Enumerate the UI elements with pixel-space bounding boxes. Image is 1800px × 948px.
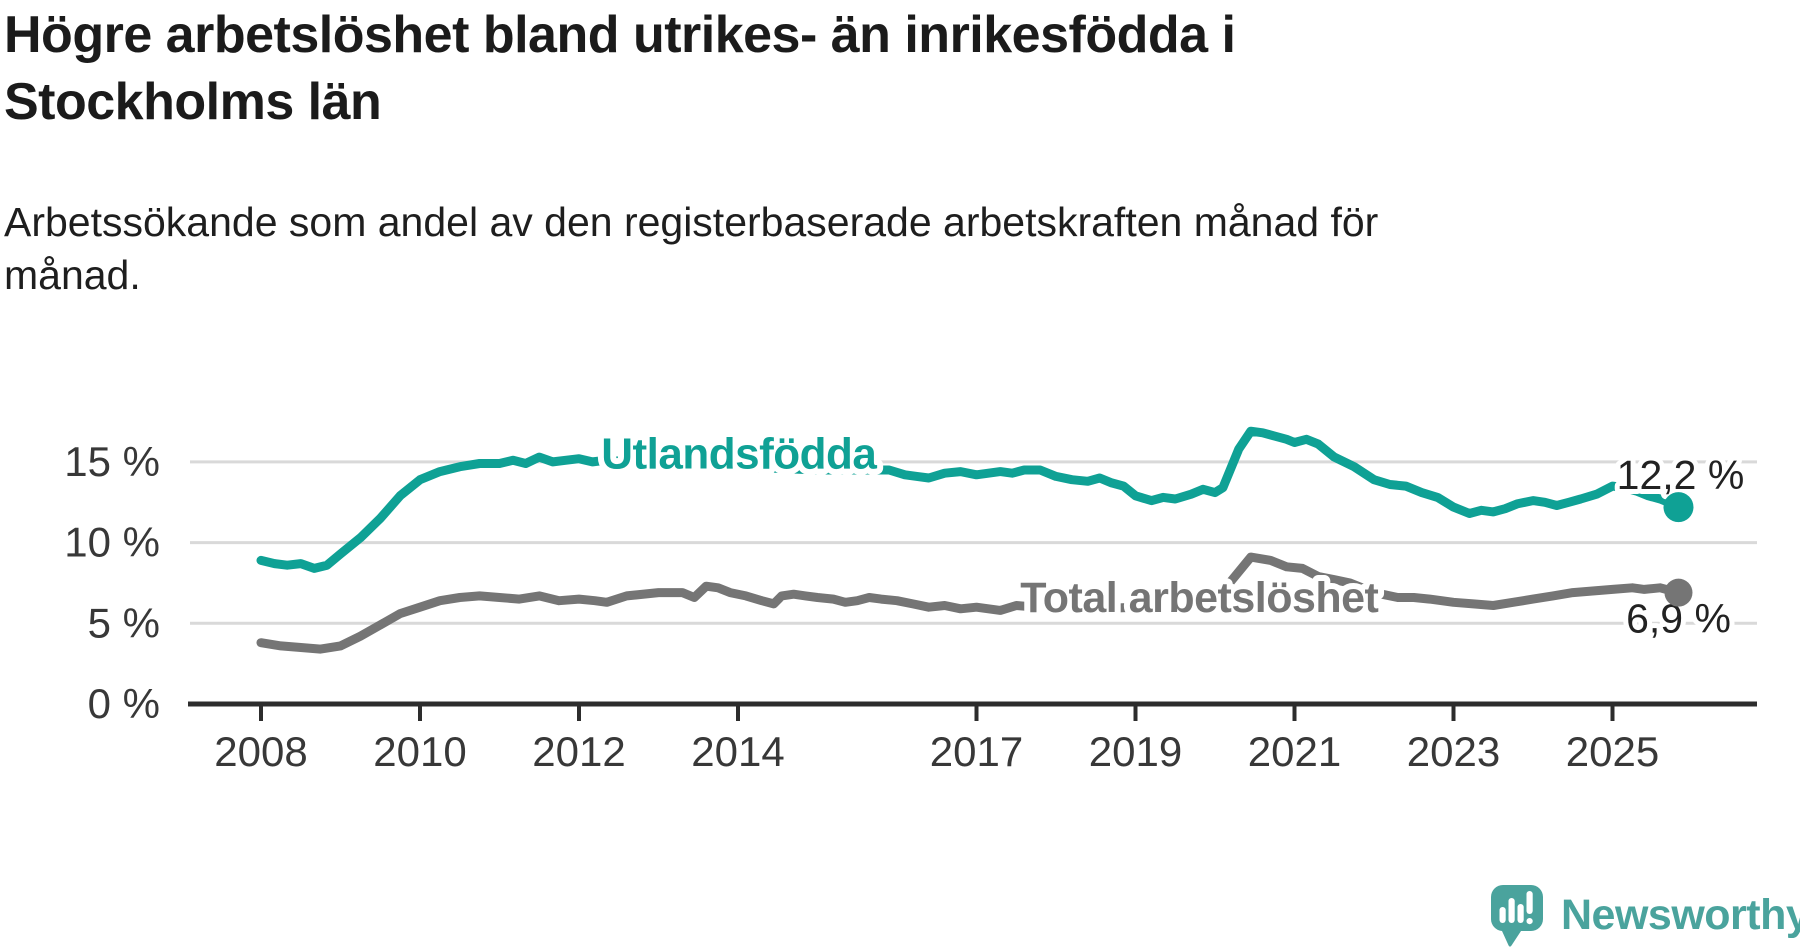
x-tick-label-2019: 2019 bbox=[1089, 728, 1182, 775]
speech-bubble-shape bbox=[1491, 885, 1543, 947]
x-tick-label-2017: 2017 bbox=[930, 728, 1023, 775]
bar-2 bbox=[1508, 898, 1515, 923]
exclamation-bar bbox=[1526, 891, 1533, 914]
y-tick-label-10: 10 % bbox=[64, 519, 160, 566]
exclamation-dot bbox=[1526, 918, 1533, 925]
x-tick-label-2021: 2021 bbox=[1248, 728, 1341, 775]
newsworthy-speech-bubble-bar-chart-icon bbox=[1491, 885, 1543, 947]
x-tick-label-2023: 2023 bbox=[1407, 728, 1500, 775]
y-tick-label-15: 15 % bbox=[64, 438, 160, 485]
x-tick-label-2014: 2014 bbox=[691, 728, 784, 775]
bar-1 bbox=[1499, 907, 1506, 923]
series-label-utlandsfodda: Utlandsfödda bbox=[601, 429, 877, 478]
x-tick-label-2010: 2010 bbox=[373, 728, 466, 775]
branding: Newsworthy bbox=[1491, 885, 1800, 947]
series-line-utlandsfodda bbox=[256, 426, 1683, 573]
x-tick-label-2008: 2008 bbox=[214, 728, 307, 775]
bar-3 bbox=[1517, 904, 1524, 923]
chart-subtitle: Arbetssökande som andel av den registerb… bbox=[4, 199, 1379, 299]
series-line-total-arbetsloshet bbox=[256, 552, 1683, 654]
series-label-total-arbetsloshet: Total arbetslöshet bbox=[1020, 574, 1378, 622]
newsworthy-logo-text: Newsworthy bbox=[1561, 891, 1800, 939]
x-tick-label-2025: 2025 bbox=[1566, 728, 1659, 775]
y-tick-label-5: 5 % bbox=[88, 599, 160, 646]
end-dot-total-arbetsloshet bbox=[1664, 578, 1693, 607]
end-value-label-utlandsfodda: 12,2 % bbox=[1617, 452, 1745, 498]
y-tick-label-0: 0 % bbox=[88, 680, 160, 727]
x-tick-label-2012: 2012 bbox=[532, 728, 625, 775]
end-dot-utlandsfodda bbox=[1663, 492, 1694, 523]
page-title: Högre arbetslöshet bland utrikes- än inr… bbox=[4, 6, 1236, 131]
